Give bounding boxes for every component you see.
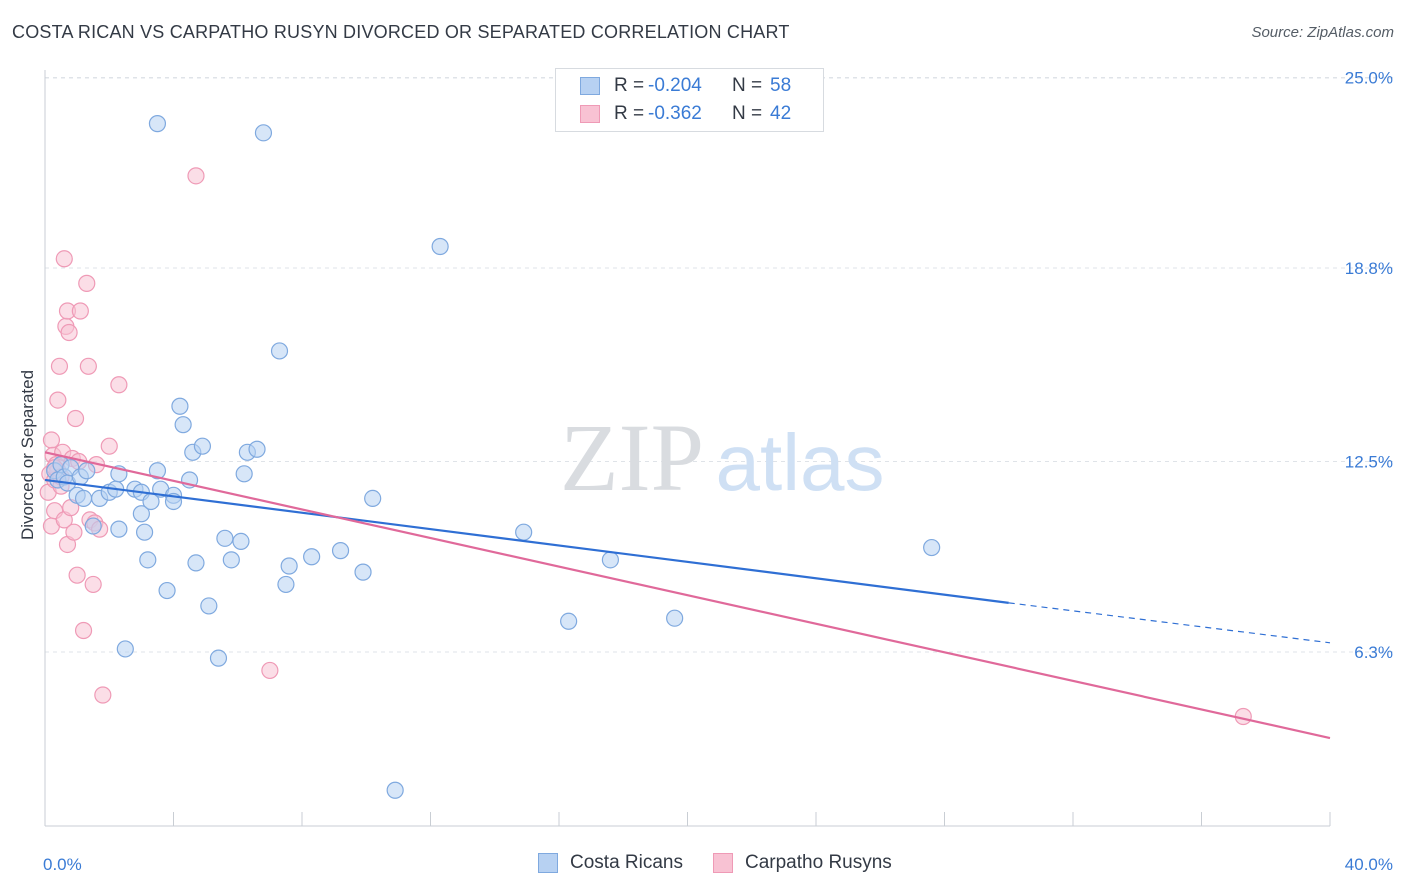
carpatho-rusyns-point	[84, 575, 102, 594]
legend-row-costa-ricans: R = -0.204 N = 58	[556, 71, 791, 101]
carpatho-rusyns-point	[79, 357, 97, 375]
trend-lines	[44, 451, 1331, 740]
costa-ricans-point	[280, 557, 298, 575]
r-value: -0.362	[648, 103, 702, 124]
carpatho-rusyns-point	[49, 391, 67, 409]
carpatho-rusyns-point	[55, 250, 73, 268]
legend-swatch-pink	[580, 105, 600, 123]
costa-ricans-point	[116, 640, 134, 658]
carpatho-rusyns-point	[261, 661, 279, 680]
legend-swatch-pink	[713, 853, 733, 873]
costa-ricans-point	[331, 542, 350, 560]
data-points	[39, 115, 1252, 799]
legend-item-carpatho-rusyns[interactable]: Carpatho Rusyns	[713, 852, 892, 874]
costa-ricans-point	[923, 538, 941, 557]
costa-ricans-point	[174, 416, 192, 434]
legend-swatch-blue	[538, 853, 558, 873]
carpatho-rusyns-point	[42, 431, 61, 449]
n-value: 58	[770, 75, 792, 96]
axes	[44, 70, 1331, 827]
y-tick-label: 12.5%	[1345, 453, 1393, 472]
costa-ricans-point	[148, 462, 167, 480]
costa-ricans-point	[74, 489, 93, 507]
costa-ricans-point	[560, 612, 578, 630]
series-legend: Costa Ricans Carpatho Rusyns	[538, 852, 922, 874]
carpatho-rusyns-point	[50, 357, 69, 375]
costa-ricans-point	[515, 523, 533, 541]
carpatho-rusyns-point	[100, 437, 118, 455]
stats-legend: R = -0.204 N = 58 R = -0.362 N = 42	[555, 68, 824, 132]
costa-ricans-point	[216, 529, 234, 547]
r-label: R =	[614, 103, 645, 124]
costa-ricans-point	[222, 551, 240, 569]
legend-label: Costa Ricans	[570, 852, 683, 873]
costa-ricans-point	[158, 581, 176, 600]
legend-row-carpatho-rusyns: R = -0.362 N = 42	[556, 99, 791, 129]
costa-ricans-point	[135, 523, 154, 541]
y-tick-label: 25.0%	[1345, 69, 1393, 88]
costa-ricans-point	[254, 124, 273, 142]
carpatho-rusyns-point	[68, 566, 86, 584]
y-tick-label: 18.8%	[1345, 259, 1393, 278]
r-label: R =	[614, 75, 645, 96]
costa-ricans-point	[187, 554, 205, 572]
watermark-atlas: atlas	[716, 418, 885, 507]
costa-ricans-point	[209, 649, 228, 667]
carpatho-rusyns-point	[66, 409, 85, 428]
costa-ricans-point	[364, 489, 382, 507]
chart-title: COSTA RICAN VS CARPATHO RUSYN DIVORCED O…	[12, 22, 790, 42]
n-label: N =	[732, 103, 763, 124]
costa-ricans-point	[132, 505, 150, 523]
costa-ricans-point	[171, 397, 189, 415]
carpatho-rusyns-point	[78, 274, 96, 292]
costa-ricans-point	[148, 115, 167, 133]
carpatho-rusyns-point	[187, 167, 205, 185]
n-value: 42	[770, 103, 792, 124]
x-tick-label: 40.0%	[1345, 855, 1393, 874]
costa-ricans-point	[235, 465, 253, 483]
carpatho-rusyns-point	[65, 523, 83, 541]
costa-ricans-trend-extension	[1008, 602, 1331, 644]
costa-ricans-point	[232, 532, 250, 551]
costa-ricans-point	[354, 563, 372, 581]
watermark-zip: ZIP	[560, 404, 704, 511]
carpatho-rusyns-trend-line	[44, 451, 1331, 740]
costa-ricans-point	[84, 517, 102, 535]
costa-ricans-point	[248, 440, 266, 458]
costa-ricans-point	[303, 548, 321, 566]
costa-ricans-point	[601, 551, 620, 569]
costa-ricans-point	[277, 575, 295, 594]
costa-ricans-point	[386, 781, 404, 799]
carpatho-rusyns-point	[74, 621, 93, 640]
x-tick-label: 0.0%	[43, 855, 82, 874]
costa-ricans-point	[78, 462, 96, 480]
n-label: N =	[732, 75, 763, 96]
costa-ricans-point	[200, 597, 218, 615]
carpatho-rusyns-point	[60, 323, 78, 342]
costa-ricans-point	[193, 437, 212, 455]
source-note: Source: ZipAtlas.com	[1251, 24, 1394, 41]
costa-ricans-point	[139, 551, 157, 569]
r-value: -0.204	[648, 75, 702, 96]
costa-ricans-point	[666, 609, 684, 627]
carpatho-rusyns-point	[94, 686, 112, 704]
carpatho-rusyns-point	[110, 376, 128, 394]
legend-item-costa-ricans[interactable]: Costa Ricans	[538, 852, 683, 874]
legend-label: Carpatho Rusyns	[745, 852, 892, 873]
legend-swatch-blue	[580, 77, 600, 95]
costa-ricans-trend-line	[44, 478, 1009, 604]
tick-labels: 6.3% 12.5% 18.8% 25.0% 0.0% 40.0%	[43, 69, 1393, 874]
carpatho-rusyns-point	[71, 302, 89, 320]
y-tick-label: 6.3%	[1354, 643, 1393, 662]
costa-ricans-point	[110, 520, 128, 538]
costa-ricans-point	[270, 342, 289, 360]
costa-ricans-point	[431, 237, 449, 256]
